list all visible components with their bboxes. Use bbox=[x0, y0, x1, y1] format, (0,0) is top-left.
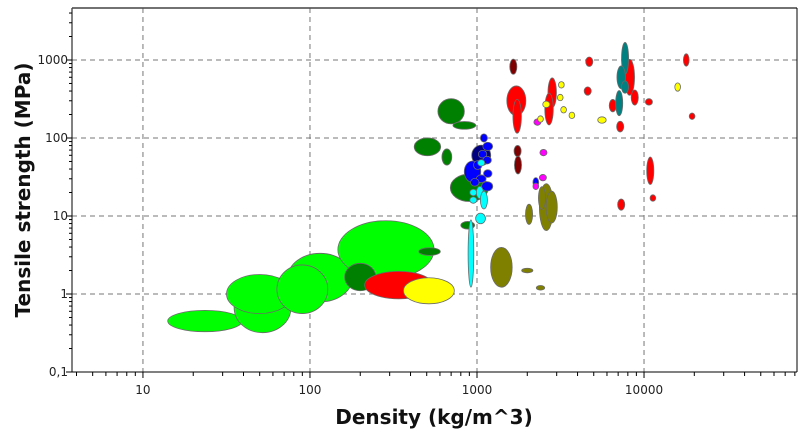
bubble bbox=[479, 133, 488, 143]
bubble bbox=[470, 178, 480, 187]
bubble-series bbox=[167, 42, 696, 334]
tick-labels: 10 100 1000 10000 0,1 1 10 100 1000 bbox=[37, 53, 663, 397]
bubble bbox=[482, 141, 494, 151]
bubble bbox=[538, 174, 547, 182]
bubble bbox=[413, 137, 442, 157]
bubble bbox=[469, 196, 478, 204]
bubble bbox=[418, 247, 441, 256]
x-tick-label: 10 bbox=[135, 383, 150, 397]
bubble bbox=[535, 285, 546, 291]
bubble bbox=[544, 92, 554, 126]
bubble bbox=[538, 186, 546, 210]
bubble bbox=[512, 98, 522, 134]
bubble bbox=[490, 246, 513, 288]
x-tick-label: 1000 bbox=[462, 383, 493, 397]
bubble bbox=[646, 156, 655, 185]
tick-marks bbox=[66, 12, 796, 378]
y-axis-title: Tensile strength (MPa) bbox=[11, 63, 35, 318]
bubble bbox=[621, 80, 630, 94]
bubble bbox=[568, 111, 576, 119]
bubble bbox=[644, 98, 653, 106]
x-axis-title: Density (kg/m^3) bbox=[335, 405, 532, 429]
bubble bbox=[514, 155, 522, 175]
y-tick-label: 1000 bbox=[37, 53, 68, 67]
bubble bbox=[525, 203, 534, 225]
bubble bbox=[437, 98, 465, 125]
bubble bbox=[542, 100, 551, 108]
bubble bbox=[616, 120, 625, 133]
bubble bbox=[509, 58, 518, 75]
bubble bbox=[467, 219, 475, 288]
bubble bbox=[452, 121, 477, 130]
bubble bbox=[469, 188, 478, 197]
bubble bbox=[477, 149, 488, 159]
bubble bbox=[556, 93, 564, 102]
y-tick-label: 10 bbox=[53, 209, 68, 223]
bubble bbox=[276, 264, 329, 314]
bubble bbox=[483, 169, 493, 178]
bubble bbox=[630, 89, 639, 106]
bubble bbox=[441, 148, 453, 166]
bubble bbox=[597, 116, 607, 124]
bubble bbox=[481, 181, 494, 192]
bubble bbox=[537, 115, 544, 123]
x-tick-label: 100 bbox=[299, 383, 322, 397]
y-tick-label: 0,1 bbox=[49, 365, 68, 379]
bubble bbox=[585, 56, 594, 67]
bubble bbox=[688, 112, 696, 120]
bubble bbox=[683, 53, 690, 67]
bubble bbox=[560, 106, 567, 114]
bubble bbox=[608, 99, 617, 113]
bubble bbox=[477, 159, 486, 167]
bubble bbox=[649, 194, 657, 202]
bubble bbox=[479, 190, 488, 210]
bubble bbox=[513, 145, 522, 158]
bubble bbox=[583, 86, 592, 96]
bubble bbox=[615, 90, 624, 117]
bubble bbox=[558, 81, 565, 89]
bubble bbox=[539, 148, 548, 157]
bubble bbox=[617, 198, 626, 211]
y-tick-label: 100 bbox=[45, 131, 68, 145]
bubble bbox=[532, 182, 540, 190]
bubble bbox=[521, 267, 534, 274]
bubble bbox=[674, 82, 681, 92]
bubble bbox=[475, 212, 486, 225]
bubble bbox=[167, 309, 243, 333]
y-tick-label: 1 bbox=[60, 287, 68, 301]
bubble bbox=[403, 277, 455, 305]
x-tick-label: 10000 bbox=[625, 383, 663, 397]
bubble bbox=[545, 190, 558, 224]
